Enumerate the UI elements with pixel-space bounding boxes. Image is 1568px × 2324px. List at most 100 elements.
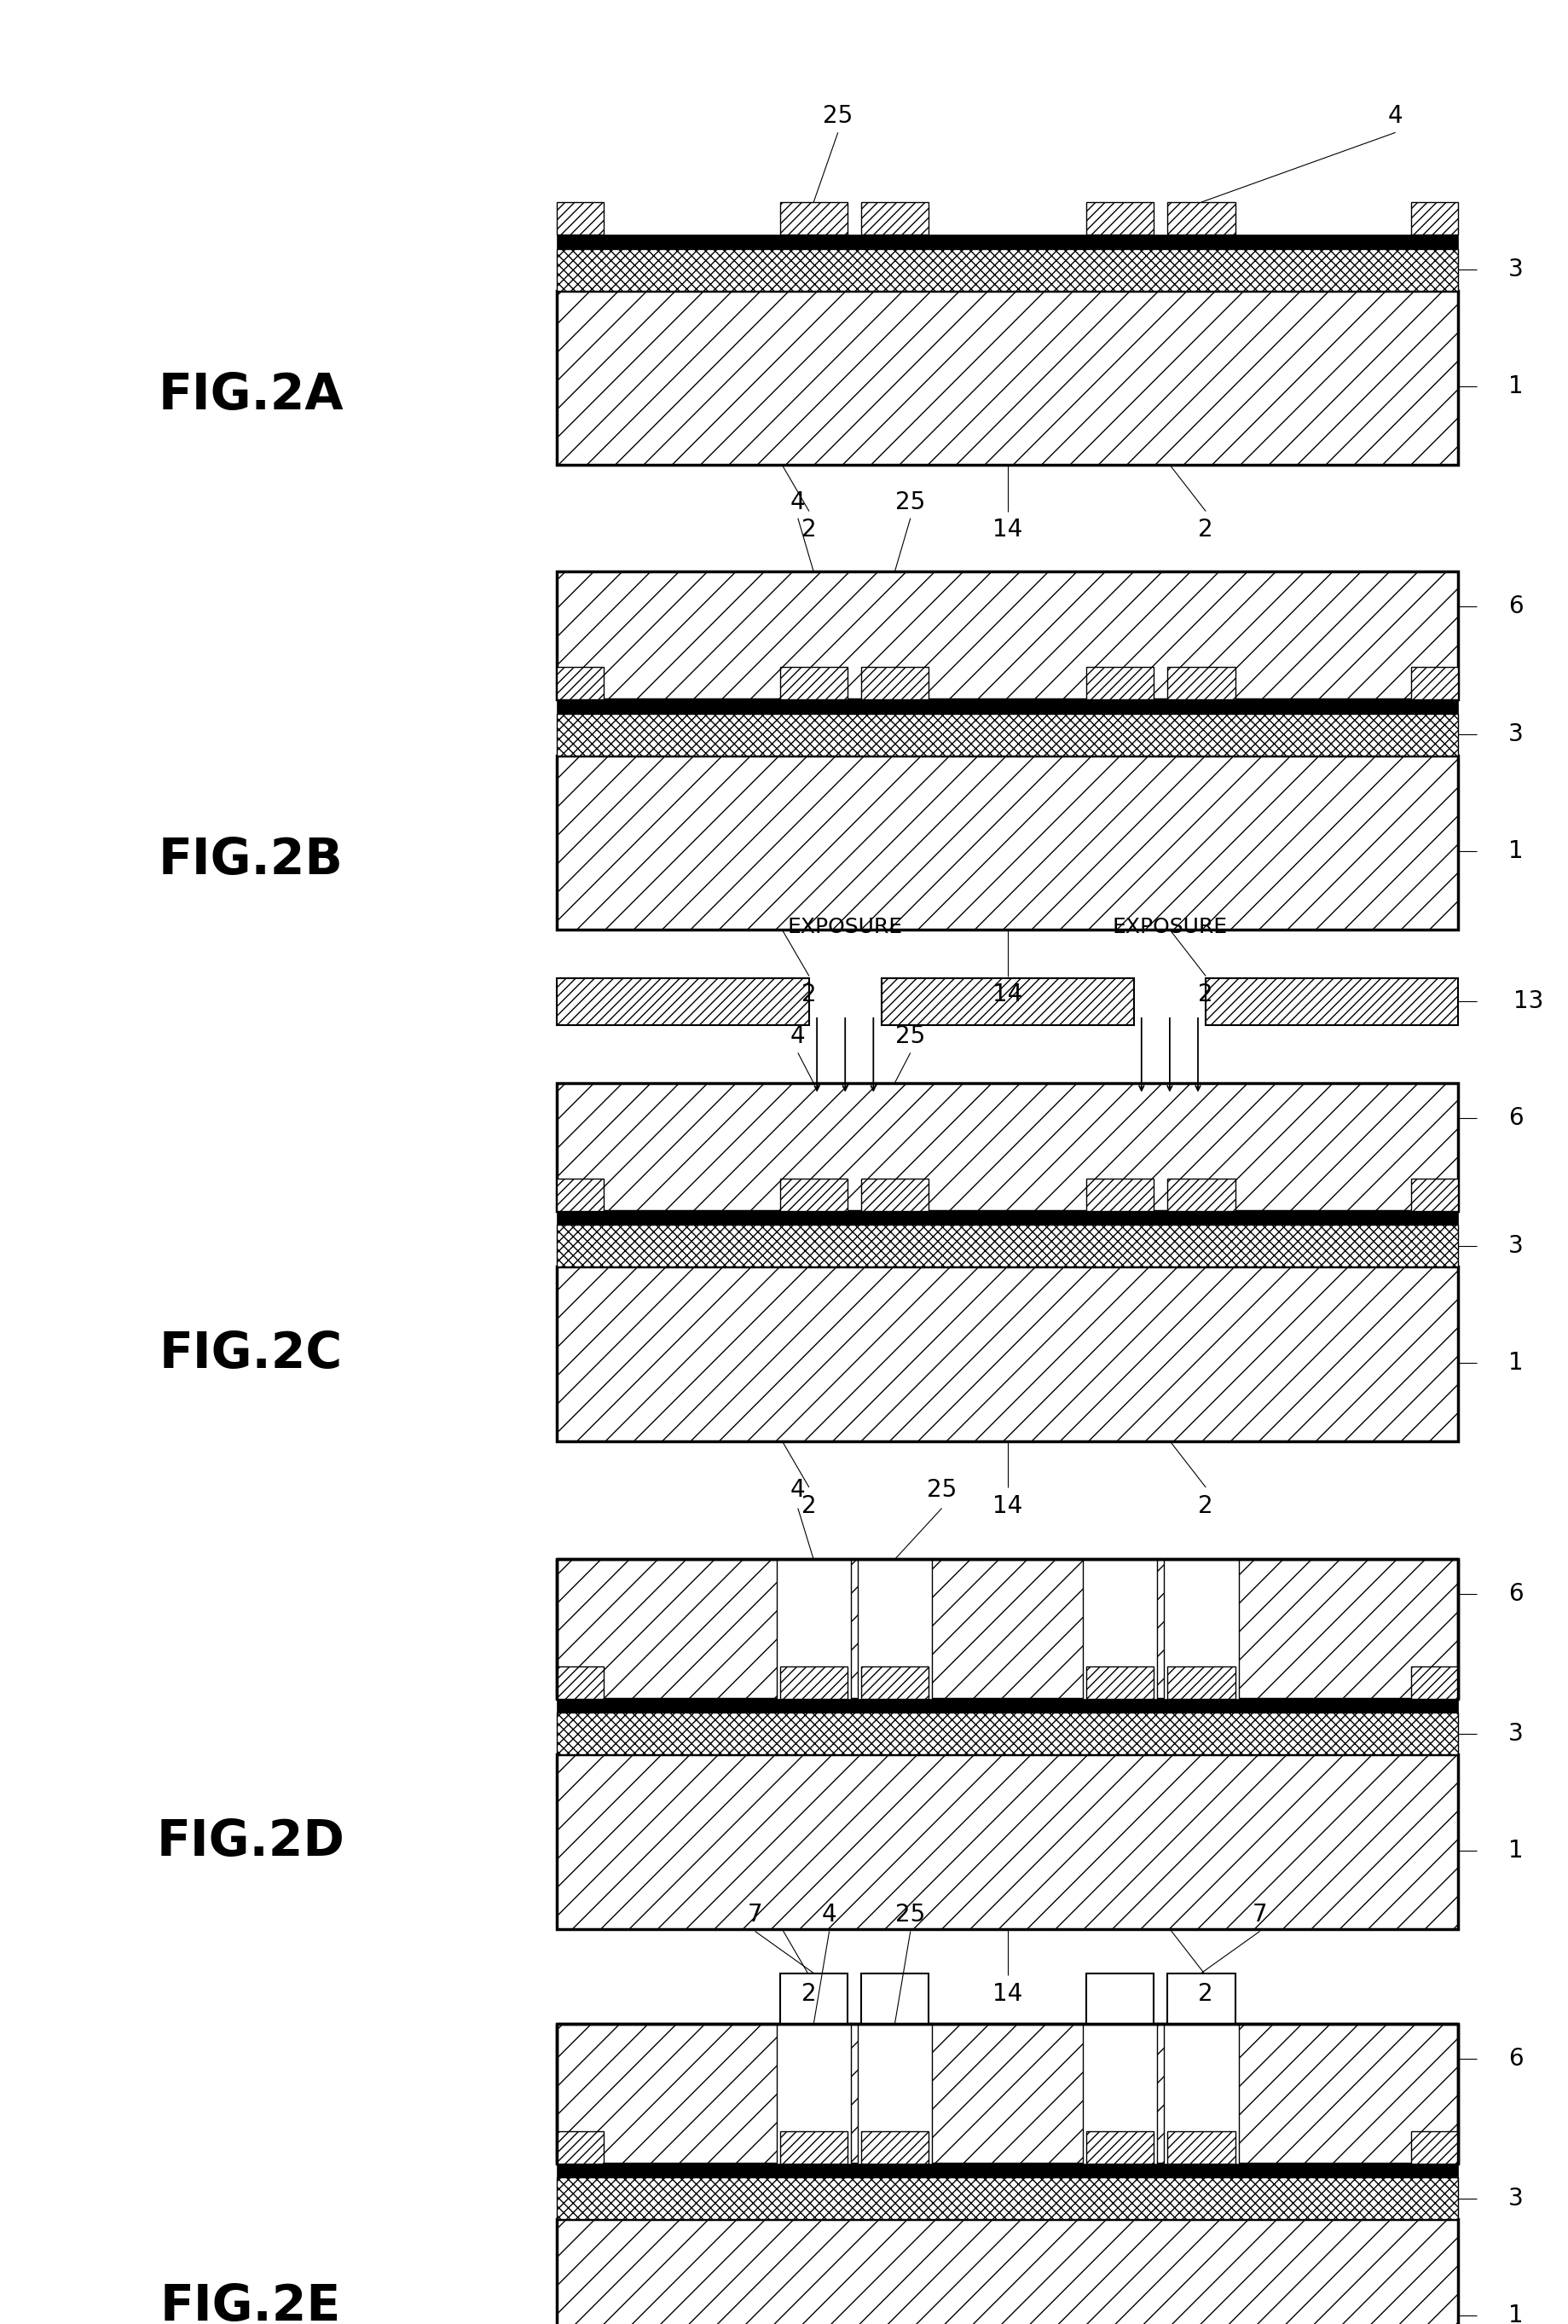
Text: 25: 25 [895,1025,925,1048]
Text: FIG.2D: FIG.2D [157,1817,345,1866]
Bar [861,1178,928,1211]
Bar [779,202,847,235]
Text: 1: 1 [1508,1838,1524,1862]
Bar [557,755,1458,930]
Text: 2: 2 [1198,983,1214,1006]
Text: 1: 1 [1508,2303,1524,2324]
Bar [858,2020,931,2166]
Text: 14: 14 [993,1494,1022,1518]
Bar [1087,667,1154,700]
Text: 1: 1 [1508,1350,1524,1373]
Bar [1206,978,1458,1025]
Text: 6: 6 [1508,595,1524,618]
Bar [1411,2131,1458,2164]
Text: 4: 4 [790,490,806,514]
Bar [1163,1555,1239,1701]
Bar [557,1267,1458,1441]
Text: EXPOSURE: EXPOSURE [787,918,903,937]
Bar [858,1555,931,1701]
Text: EXPOSURE: EXPOSURE [1112,918,1228,937]
Text: 25: 25 [927,1478,956,1501]
Text: 3: 3 [1508,1722,1524,1745]
Bar [861,202,928,235]
Bar [557,202,604,235]
Bar [557,1178,604,1211]
Text: 14: 14 [993,983,1022,1006]
Text: 4: 4 [822,1903,837,1927]
Bar [1411,1666,1458,1699]
Text: 3: 3 [1508,723,1524,746]
Text: 6: 6 [1508,1583,1524,1606]
Bar [861,1973,928,2024]
Bar [1411,202,1458,235]
Text: 1: 1 [1508,839,1524,862]
Bar [1168,667,1236,700]
Bar [557,667,604,700]
Bar [557,1699,1458,1713]
Bar [1087,1666,1154,1699]
Text: 14: 14 [993,518,1022,541]
Bar [557,572,1458,700]
Bar [1083,1555,1157,1701]
Text: 25: 25 [895,1903,925,1927]
Bar [1168,1666,1236,1699]
Text: 2: 2 [801,1982,817,2006]
Bar [779,2131,847,2164]
Bar [776,1555,851,1701]
Bar [779,1666,847,1699]
Text: 25: 25 [823,105,853,128]
Bar [557,249,1458,290]
Bar [1168,1973,1236,2024]
Text: 4: 4 [790,1025,806,1048]
Text: 7: 7 [1253,1903,1267,1927]
Bar [1411,1178,1458,1211]
Text: 25: 25 [895,490,925,514]
Text: 13: 13 [1513,990,1543,1013]
Bar [1168,1178,1236,1211]
Text: 2: 2 [801,518,817,541]
Text: 2: 2 [1198,1494,1214,1518]
Bar [557,1559,1458,1699]
Bar [1411,667,1458,700]
Text: 1: 1 [1508,374,1524,397]
Text: 3: 3 [1508,2187,1524,2210]
Text: 4: 4 [1388,105,1403,128]
Bar [1083,2020,1157,2166]
Bar [1087,202,1154,235]
Bar [1168,2131,1236,2164]
Bar [557,978,809,1025]
Text: FIG.2A: FIG.2A [158,372,343,418]
Text: 6: 6 [1508,2047,1524,2071]
Bar [861,667,928,700]
Bar [557,1225,1458,1267]
Bar [557,235,1458,249]
Bar [557,2178,1458,2219]
Bar [557,1713,1458,1755]
Bar [557,2131,604,2164]
Bar [1163,2020,1239,2166]
Bar [557,713,1458,755]
Text: 6: 6 [1508,1106,1524,1129]
Bar [779,1178,847,1211]
Text: 2: 2 [801,1494,817,1518]
Bar [557,290,1458,465]
Bar [881,978,1134,1025]
Bar [557,2164,1458,2178]
Bar [557,2024,1458,2164]
Text: 7: 7 [748,1903,762,1927]
Bar [861,1666,928,1699]
Bar [1168,202,1236,235]
Text: 2: 2 [1198,1982,1214,2006]
Bar [1087,1178,1154,1211]
Bar [1087,2131,1154,2164]
Bar [779,1973,847,2024]
Text: FIG.2E: FIG.2E [160,2282,342,2324]
Bar [779,667,847,700]
Bar [557,1211,1458,1225]
Bar [776,2020,851,2166]
Bar [557,700,1458,713]
Text: 2: 2 [1198,518,1214,541]
Text: 3: 3 [1508,258,1524,281]
Text: FIG.2B: FIG.2B [158,837,343,883]
Bar [1087,1973,1154,2024]
